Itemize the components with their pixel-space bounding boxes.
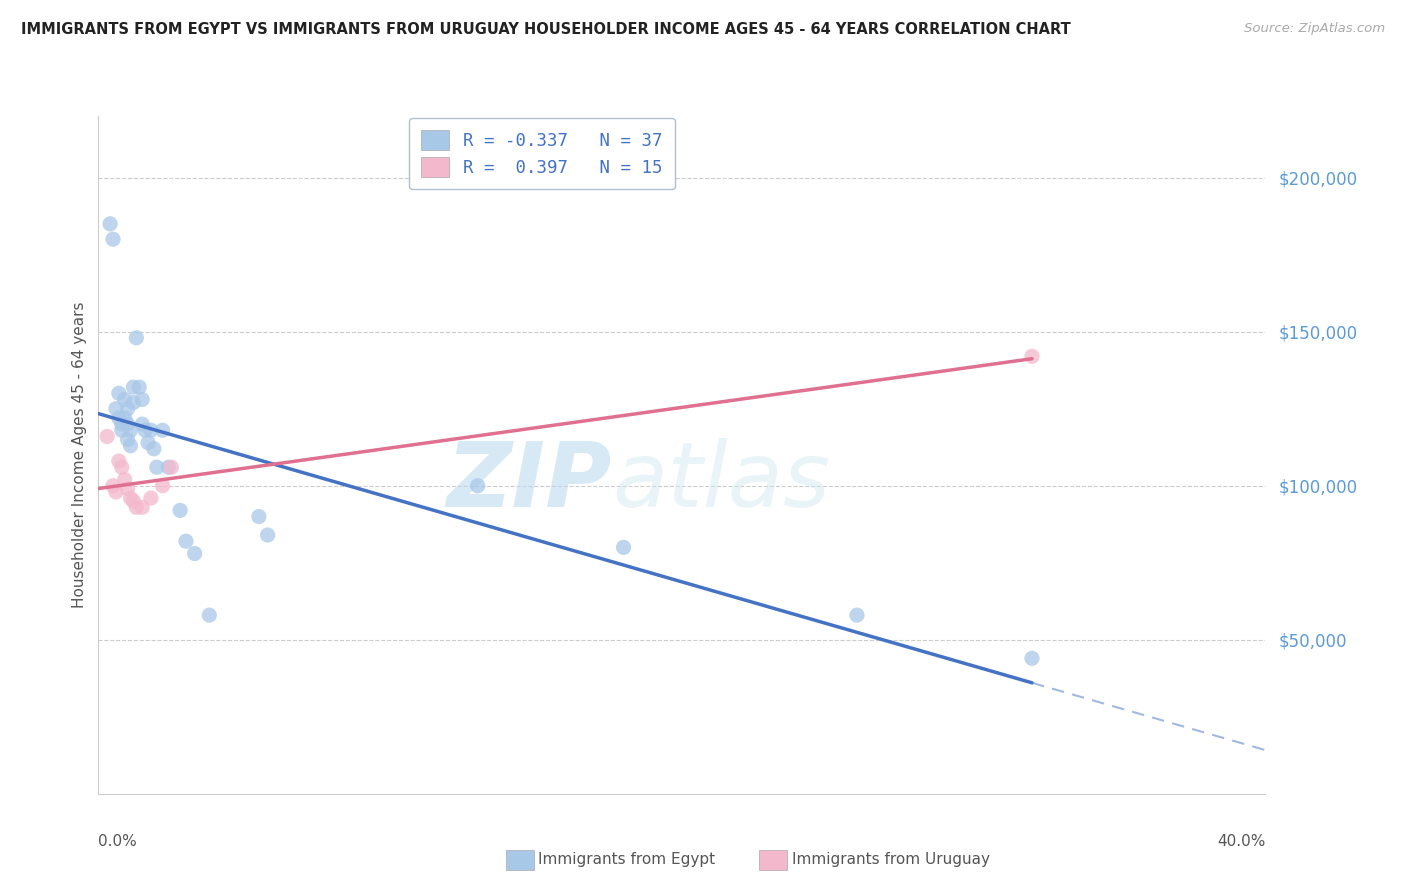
Point	[128, 380, 150, 394]
Point	[131, 392, 153, 407]
Point	[198, 608, 221, 623]
Text: 0.0%: 0.0%	[98, 834, 138, 849]
Point	[131, 500, 153, 515]
Point	[114, 392, 136, 407]
Point	[146, 460, 169, 475]
Point	[256, 528, 278, 542]
Point	[612, 541, 634, 555]
Point	[104, 484, 127, 499]
Point	[247, 509, 270, 524]
Point	[183, 547, 205, 561]
Point	[108, 411, 131, 425]
Point	[101, 232, 124, 246]
Point	[108, 454, 131, 468]
Text: ZIP: ZIP	[447, 438, 612, 526]
Point	[117, 417, 139, 431]
Point	[98, 217, 121, 231]
Point	[122, 395, 145, 409]
Point	[125, 331, 148, 345]
Text: Source: ZipAtlas.com: Source: ZipAtlas.com	[1244, 22, 1385, 36]
Point	[114, 473, 136, 487]
Text: 40.0%: 40.0%	[1218, 834, 1265, 849]
Point	[122, 494, 145, 508]
Point	[120, 439, 142, 453]
Point	[120, 423, 142, 437]
Text: IMMIGRANTS FROM EGYPT VS IMMIGRANTS FROM URUGUAY HOUSEHOLDER INCOME AGES 45 - 64: IMMIGRANTS FROM EGYPT VS IMMIGRANTS FROM…	[21, 22, 1071, 37]
Point	[117, 433, 139, 447]
Point	[174, 534, 197, 549]
Point	[136, 435, 159, 450]
Point	[1021, 651, 1043, 665]
Y-axis label: Householder Income Ages 45 - 64 years: Householder Income Ages 45 - 64 years	[72, 301, 87, 608]
Point	[131, 417, 153, 431]
Text: Immigrants from Uruguay: Immigrants from Uruguay	[792, 853, 990, 867]
Point	[111, 460, 134, 475]
Point	[139, 491, 162, 505]
Point	[96, 429, 118, 443]
Point	[117, 401, 139, 416]
Point	[1021, 349, 1043, 363]
Point	[108, 386, 131, 401]
Point	[467, 479, 489, 493]
Point	[125, 500, 148, 515]
Point	[152, 479, 174, 493]
Point	[111, 417, 134, 431]
Point	[157, 460, 180, 475]
Point	[111, 423, 134, 437]
Point	[142, 442, 165, 456]
Point	[114, 411, 136, 425]
Point	[139, 423, 162, 437]
Point	[845, 608, 868, 623]
Legend: R = -0.337   N = 37, R =  0.397   N = 15: R = -0.337 N = 37, R = 0.397 N = 15	[409, 118, 675, 189]
Point	[117, 482, 139, 496]
Point	[152, 423, 174, 437]
Point	[120, 491, 142, 505]
Point	[134, 423, 156, 437]
Text: Immigrants from Egypt: Immigrants from Egypt	[538, 853, 716, 867]
Point	[104, 401, 127, 416]
Point	[122, 380, 145, 394]
Text: atlas: atlas	[612, 438, 830, 526]
Point	[169, 503, 191, 517]
Point	[160, 460, 183, 475]
Point	[101, 479, 124, 493]
